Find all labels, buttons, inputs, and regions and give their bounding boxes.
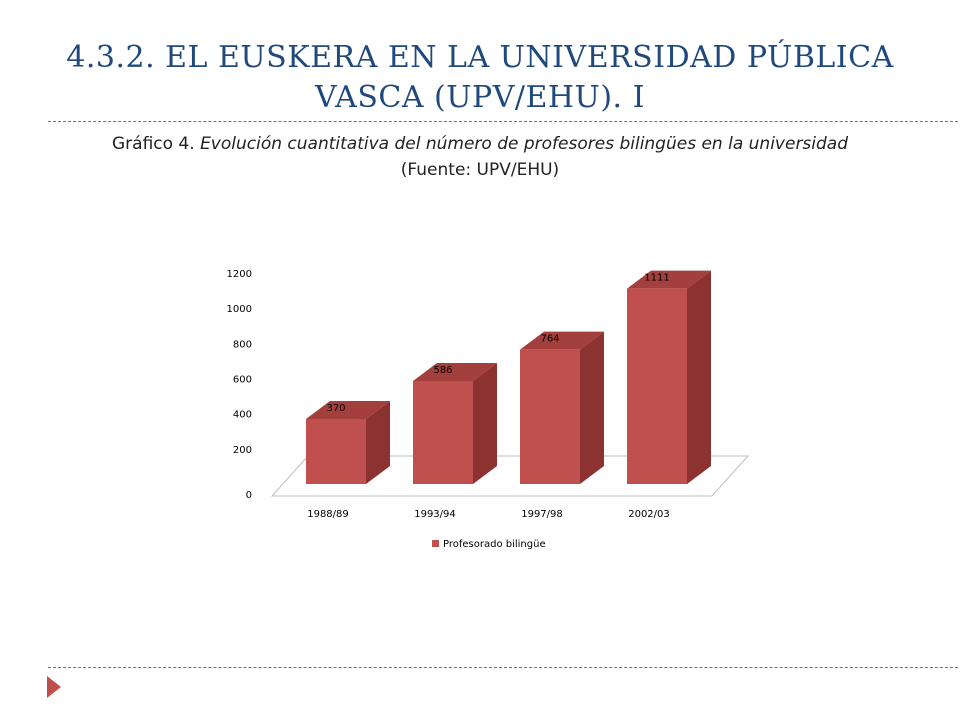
- y-tick-label: 400: [233, 410, 252, 421]
- title-divider: [48, 121, 960, 122]
- chart-floor: [270, 455, 750, 497]
- x-tick-label: 1997/98: [521, 509, 563, 520]
- y-axis: 0 200 400 600 800 1000 1200: [227, 269, 252, 501]
- bar-group: [306, 400, 390, 484]
- bar-side: [366, 400, 390, 484]
- bars: [306, 270, 711, 484]
- bar-group: [627, 270, 711, 484]
- bar-group: [520, 331, 604, 484]
- bar-top: [413, 362, 497, 381]
- x-tick-label: 2002/03: [628, 509, 670, 520]
- bar-side: [687, 270, 711, 484]
- chart-caption: Gráfico 4. Evolución cuantitativa del nú…: [80, 131, 880, 183]
- bar-group: [413, 362, 497, 484]
- legend: Profesorado bilingüe: [432, 539, 546, 550]
- bar-top: [627, 270, 711, 289]
- bar: [627, 288, 687, 484]
- slide-title: 4.3.2. EL EUSKERA EN LA UNIVERSIDAD PÚBL…: [66, 40, 894, 115]
- caption-italic: Evolución cuantitativa del número de pro…: [200, 134, 849, 154]
- data-label: 586: [433, 365, 452, 376]
- bar-top: [306, 400, 390, 419]
- y-tick-label: 800: [233, 339, 252, 350]
- y-tick-label: 0: [246, 490, 252, 501]
- data-labels: 370 586 764 1111: [326, 273, 669, 414]
- caption-prefix: Gráfico 4.: [111, 134, 195, 154]
- bar-top: [520, 331, 604, 350]
- bar-side: [580, 331, 604, 484]
- x-tick-label: 1993/94: [414, 509, 456, 520]
- chart-floor-plane: [270, 455, 750, 497]
- caption-source: (Fuente: UPV/EHU): [400, 160, 560, 180]
- bar: [520, 349, 580, 484]
- footer-divider: [48, 667, 960, 668]
- x-tick-label: 1988/89: [307, 509, 349, 520]
- bar: [413, 380, 473, 484]
- data-label: 764: [540, 334, 559, 345]
- x-axis: 1988/89 1993/94 1997/98 2002/03: [307, 509, 670, 520]
- data-label: 370: [326, 403, 345, 414]
- y-tick-label: 1000: [227, 304, 252, 315]
- y-tick-label: 1200: [227, 269, 252, 280]
- y-tick-label: 200: [233, 445, 252, 456]
- legend-swatch: [432, 540, 439, 547]
- legend-label: Profesorado bilingüe: [443, 539, 546, 550]
- y-tick-label: 600: [233, 375, 252, 386]
- bar-side: [473, 362, 497, 484]
- bar: [306, 418, 366, 484]
- data-label: 1111: [644, 273, 669, 284]
- slide-bullet-icon: [47, 676, 61, 698]
